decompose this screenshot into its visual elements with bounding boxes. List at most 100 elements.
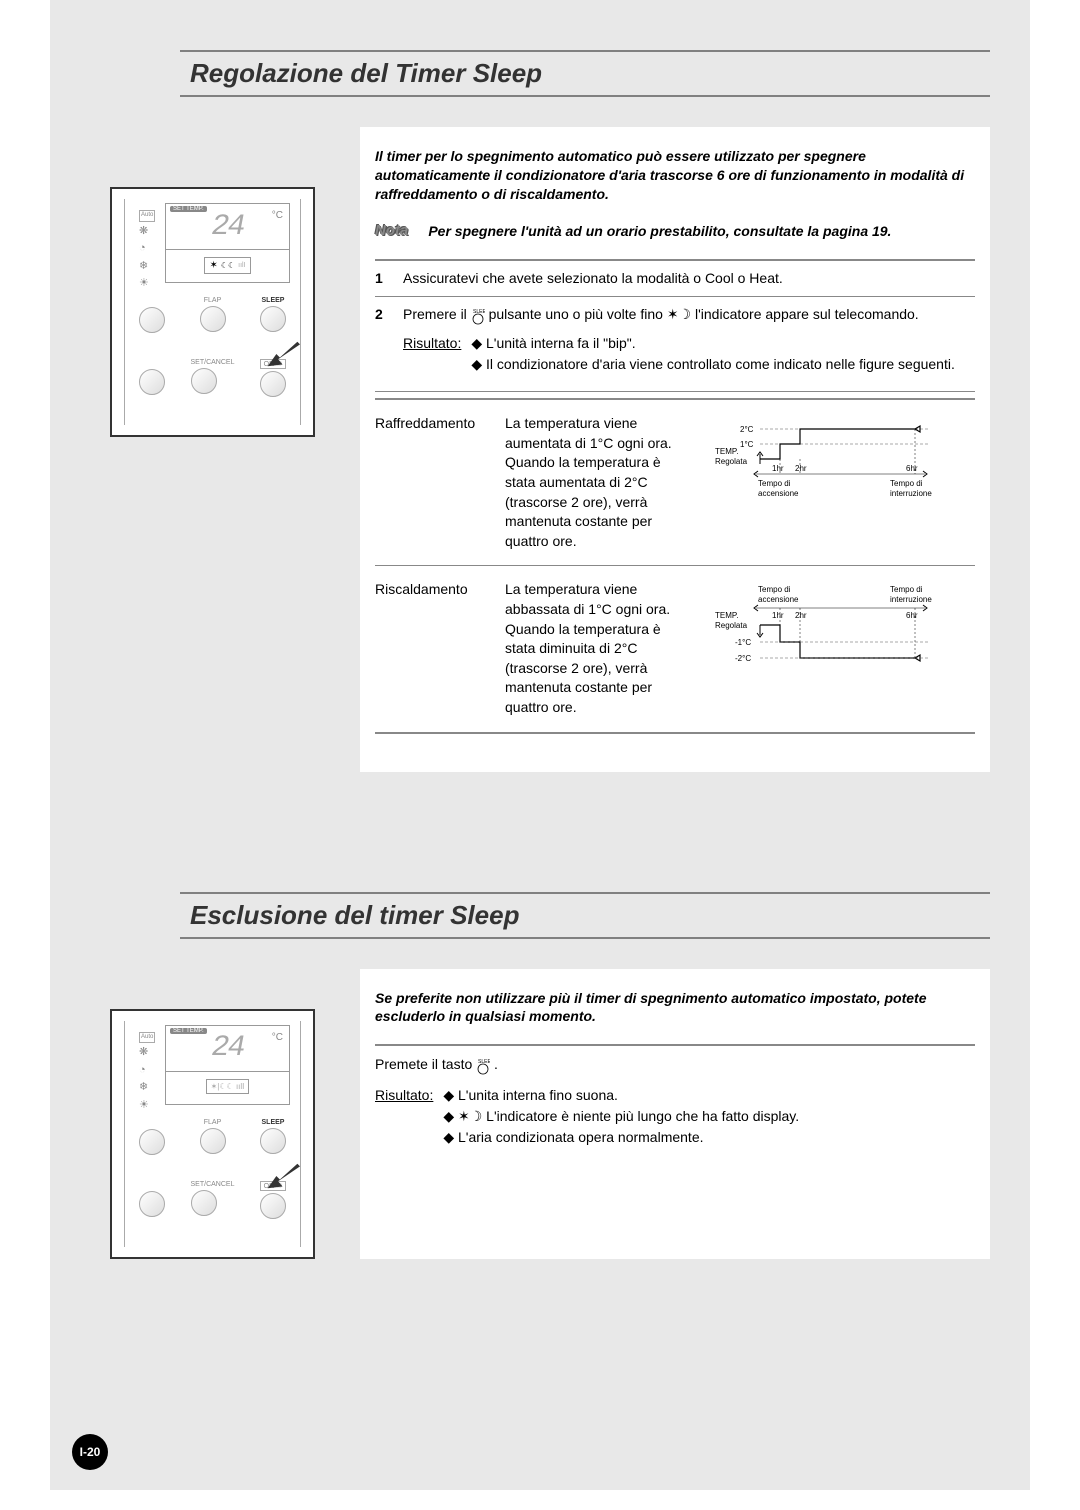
section-2: Esclusione del timer Sleep Auto❋◔❄☀ SET … xyxy=(110,892,990,1259)
result-list-2: L'unita interna fino suona. ✶☽ L'indicat… xyxy=(443,1085,799,1148)
push-arrow-icon xyxy=(260,340,305,375)
chart-y-2c: 2°C xyxy=(740,425,754,434)
temp-unit-2: °C xyxy=(272,1032,283,1043)
heating-label: Riscaldamento xyxy=(375,580,485,717)
section1-header: Regolazione del Timer Sleep xyxy=(180,50,990,97)
section2-columns: Auto❋◔❄☀ SET TEMP. 24 °C ✶|☾☾ ıılI xyxy=(110,969,990,1259)
step2c: l'indicatore appare sul telecomando. xyxy=(695,306,919,322)
rule xyxy=(375,1044,975,1046)
section1-right-col: Il timer per lo spegnimento automatico p… xyxy=(360,127,990,772)
s2-result2: ✶☽ L'indicatore è niente più lungo che h… xyxy=(443,1106,799,1127)
step1-num: 1 xyxy=(375,269,389,289)
section2-right-col: Se preferite non utilizzare più il timer… xyxy=(360,969,990,1259)
cooling-label: Raffreddamento xyxy=(375,414,485,551)
s2-result1: L'unita interna fino suona. xyxy=(443,1085,799,1106)
section2-title: Esclusione del timer Sleep xyxy=(190,900,519,930)
section1-intro: Il timer per lo spegnimento automatico p… xyxy=(375,147,975,204)
page-content: Regolazione del Timer Sleep Auto❋◔❄☀ SET… xyxy=(110,50,990,1259)
temp-up-btn xyxy=(139,307,165,333)
temp-up-btn-2 xyxy=(139,1129,165,1155)
heating-chart: Tempo di accensione Tempo di interruzion… xyxy=(710,580,975,717)
h-interruzione-2: interruzione xyxy=(890,595,932,604)
section1-title: Regolazione del Timer Sleep xyxy=(190,58,542,88)
settemp-label: SET TEMP. xyxy=(170,206,207,212)
page-number: I-20 xyxy=(72,1434,108,1470)
result2: Il condizionatore d'aria viene controlla… xyxy=(471,354,955,375)
chart-regolata: Regolata xyxy=(715,457,748,466)
risultato-label-2: Risultato: xyxy=(375,1085,433,1148)
nota-label: Nota xyxy=(375,222,408,241)
sleep-btn xyxy=(260,306,286,332)
accensione-2: accensione xyxy=(758,489,799,498)
step-2: 2 Premere il SLEEP pulsante uno o più vo… xyxy=(375,305,975,325)
chart-y-1c: 1°C xyxy=(740,440,754,449)
flap-btn-2 xyxy=(200,1128,226,1154)
flap-label-2: FLAP xyxy=(200,1119,226,1126)
flap-btn xyxy=(200,306,226,332)
h-accensione-2: accensione xyxy=(758,595,799,604)
remote-illustration-1: Auto❋◔❄☀ SET TEMP. 24 °C ✶☾☾ıılI xyxy=(110,187,315,437)
x-2hr: 2hr xyxy=(795,464,807,473)
step2a: Premere il xyxy=(403,306,471,322)
nota-text: Per spegnere l'unità ad un orario presta… xyxy=(428,222,891,241)
hy-2c: -2°C xyxy=(735,654,751,663)
heating-desc: La temperatura viene abbassata di 1°C og… xyxy=(505,580,690,717)
h-temp: TEMP. xyxy=(715,611,738,620)
hx-1hr: 1hr xyxy=(772,611,784,620)
x-6hr: 6hr xyxy=(906,464,918,473)
sleep-label-2: SLEEP xyxy=(260,1119,286,1126)
sleep-label: SLEEP xyxy=(260,297,286,304)
accensione-1: Tempo di xyxy=(758,479,791,488)
temp-down-btn xyxy=(139,369,165,395)
heating-row: Riscaldamento La temperatura viene abbas… xyxy=(375,580,975,717)
step-a: Premete il tasto xyxy=(375,1056,476,1072)
remote-lcd: SET TEMP. 24 °C ✶☾☾ıılI xyxy=(165,203,290,283)
h-accensione-1: Tempo di xyxy=(758,585,791,594)
step-1: 1 Assicuratevi che avete selezionato la … xyxy=(375,269,975,289)
nota-row: Nota Per spegnere l'unità ad un orario p… xyxy=(375,222,975,241)
page-number-text: I-20 xyxy=(80,1445,101,1459)
x-1hr: 1hr xyxy=(772,464,784,473)
interruzione-1: Tempo di xyxy=(890,479,923,488)
step2-text: Premere il SLEEP pulsante uno o più volt… xyxy=(403,305,919,325)
setcancel-btn-2 xyxy=(191,1190,217,1216)
cooling-chart: 2°C 1°C TEMP. Regolata 1hr 2hr 6hr xyxy=(710,414,975,551)
section1-left-col: Auto❋◔❄☀ SET TEMP. 24 °C ✶☾☾ıılI xyxy=(110,127,320,772)
section2-header: Esclusione del timer Sleep xyxy=(180,892,990,939)
sleep-button-icon-2: SLEEP xyxy=(476,1056,490,1074)
cooling-row: Raffreddamento La temperatura viene aume… xyxy=(375,414,975,551)
flap-label: FLAP xyxy=(200,297,226,304)
risultato-2: Risultato: L'unita interna fino suona. ✶… xyxy=(375,1085,975,1148)
result1: L'unità interna fa il "bip". xyxy=(471,333,955,354)
s2-result3: L'aria condizionata opera normalmente. xyxy=(443,1127,799,1148)
step2b: pulsante uno o più volte fino xyxy=(489,306,667,322)
step-b: . xyxy=(494,1056,498,1072)
section2-intro: Se preferite non utilizzare più il timer… xyxy=(375,989,975,1027)
hx-2hr: 2hr xyxy=(795,611,807,620)
sleep-button-icon: SLEEP xyxy=(471,306,485,326)
settemp-label-2: SET TEMP. xyxy=(170,1028,207,1034)
rule xyxy=(375,565,975,566)
cooling-desc: La temperatura viene aumentata di 1°C og… xyxy=(505,414,690,551)
sleep-indicator-2: ✶|☾☾ ıılI xyxy=(206,1079,250,1094)
setcancel-btn xyxy=(191,368,217,394)
sleep-indicator-icon: ✶☽ xyxy=(667,306,691,322)
rule xyxy=(375,732,975,734)
rule xyxy=(375,398,975,400)
sleep-btn-2 xyxy=(260,1128,286,1154)
rule xyxy=(375,259,975,261)
temp-unit: °C xyxy=(272,210,283,221)
mode-icons-2: Auto❋◔❄☀ xyxy=(139,1027,155,1115)
risultato-label: Risultato: xyxy=(403,333,461,375)
chart-temp: TEMP. xyxy=(715,447,738,456)
h-regolata: Regolata xyxy=(715,621,748,630)
hy-1c: -1°C xyxy=(735,638,751,647)
result-list-1: L'unità interna fa il "bip". Il condizio… xyxy=(471,333,955,375)
section2-left-col: Auto❋◔❄☀ SET TEMP. 24 °C ✶|☾☾ ıılI xyxy=(110,969,320,1259)
section1-columns: Auto❋◔❄☀ SET TEMP. 24 °C ✶☾☾ıılI xyxy=(110,127,990,772)
risultato-1: Risultato: L'unità interna fa il "bip". … xyxy=(375,333,975,375)
hx-6hr: 6hr xyxy=(906,611,918,620)
rule xyxy=(375,391,975,392)
section2-step: Premete il tasto SLEEP . xyxy=(375,1056,975,1074)
mode-icons: Auto❋◔❄☀ xyxy=(139,205,155,293)
